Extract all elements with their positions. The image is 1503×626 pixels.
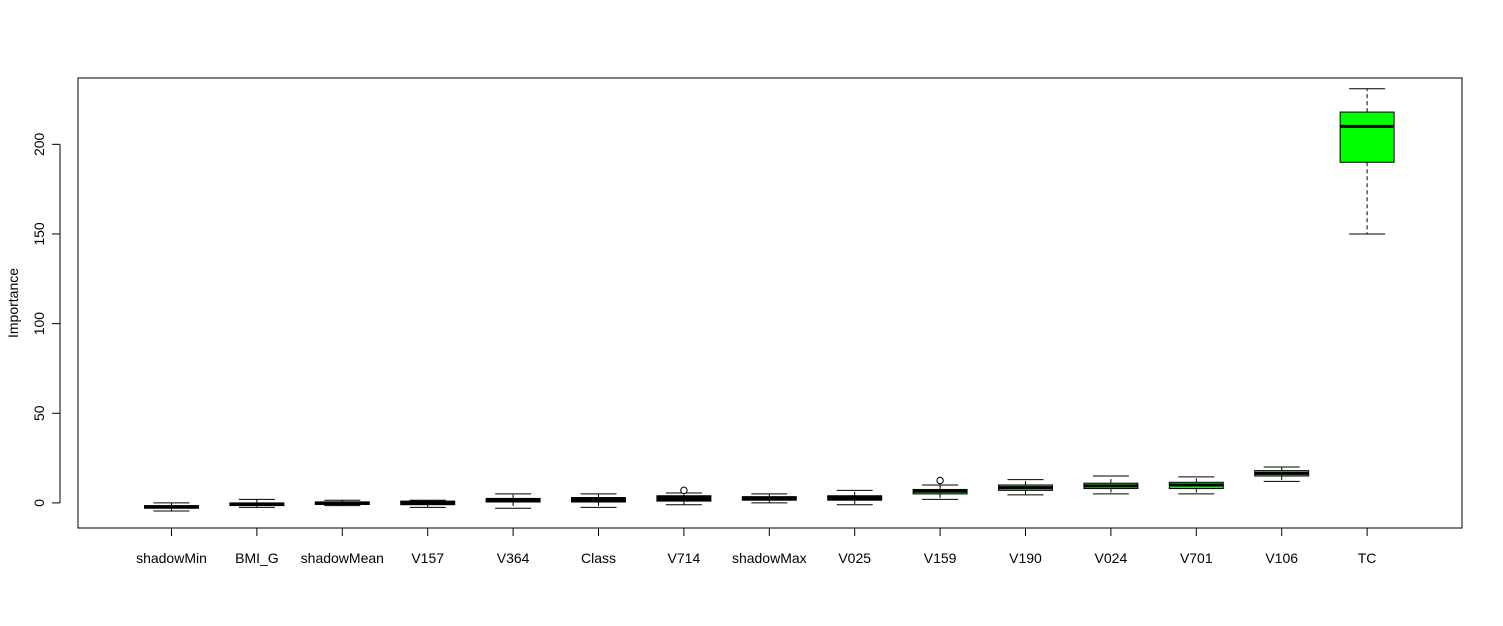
box-V024 xyxy=(1083,475,1139,495)
x-tick-label: V701 xyxy=(1180,550,1213,566)
x-tick-label: V024 xyxy=(1095,550,1128,566)
box-shadowMin xyxy=(144,502,199,512)
box-V364 xyxy=(485,493,541,509)
box-V025 xyxy=(827,489,883,506)
boxes-layer xyxy=(144,88,1395,512)
x-tick-label: V106 xyxy=(1265,550,1298,566)
x-axis: shadowMin BMI_G shadowMean V157 V364 Class V71… xyxy=(136,527,1377,566)
box-body xyxy=(1339,111,1395,163)
plot-frame xyxy=(77,77,1463,529)
outlier-point xyxy=(936,476,944,485)
y-tick-label: 50 xyxy=(31,405,47,421)
y-axis-title: Importance xyxy=(5,268,21,338)
x-tick-label: Class xyxy=(581,550,616,566)
box-V106 xyxy=(1254,466,1310,482)
x-tick-label: TC xyxy=(1358,550,1377,566)
box-BMI_G xyxy=(229,498,285,508)
x-tick-label: V025 xyxy=(838,550,871,566)
box-V714 xyxy=(656,486,712,506)
y-axis: 0 50 100 150 200 xyxy=(31,132,61,507)
x-tick-label: V714 xyxy=(668,550,701,566)
x-tick-label: V364 xyxy=(497,550,530,566)
x-tick-label: V190 xyxy=(1009,550,1042,566)
x-tick-label: V157 xyxy=(411,550,444,566)
y-tick-label: 200 xyxy=(31,132,47,156)
x-tick-label: V159 xyxy=(924,550,957,566)
x-tick-label: shadowMean xyxy=(301,550,384,566)
x-tick-label: shadowMin xyxy=(136,550,207,566)
box-V157 xyxy=(400,499,456,508)
box-shadowMax xyxy=(741,493,797,504)
outlier-point xyxy=(680,486,688,495)
y-tick-label: 0 xyxy=(31,499,47,507)
x-tick-label: BMI_G xyxy=(235,550,279,566)
box-V190 xyxy=(998,479,1053,496)
y-tick-label: 150 xyxy=(31,222,47,246)
y-tick-label: 100 xyxy=(31,312,47,336)
box-V159 xyxy=(912,476,968,500)
box-V701 xyxy=(1168,476,1224,495)
box-TC xyxy=(1339,88,1395,235)
box-Class xyxy=(571,493,626,508)
box-shadowMean xyxy=(314,499,370,507)
x-tick-label: shadowMax xyxy=(732,550,807,566)
